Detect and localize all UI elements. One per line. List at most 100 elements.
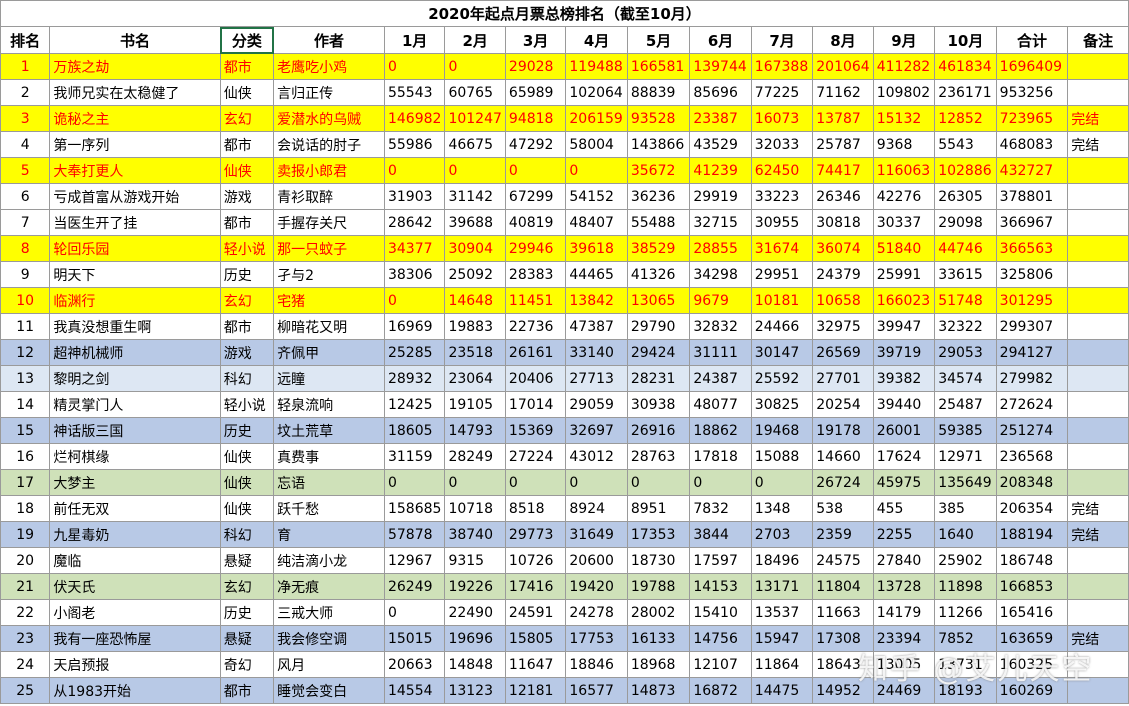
table-cell[interactable]: 14554	[383, 677, 446, 704]
table-cell[interactable]: 9315	[444, 547, 506, 574]
table-cell[interactable]: 伏天氏	[49, 573, 221, 600]
table-cell[interactable]: 我师兄实在太稳健了	[49, 79, 221, 106]
table-cell[interactable]: 19178	[812, 417, 874, 444]
table-cell[interactable]: 44746	[934, 235, 997, 262]
table-cell[interactable]	[1067, 547, 1129, 574]
table-cell[interactable]: 29790	[626, 313, 691, 340]
table-cell[interactable]: 24591	[504, 599, 567, 626]
table-cell[interactable]: 35672	[626, 157, 691, 184]
table-cell[interactable]: 15369	[504, 417, 567, 444]
table-cell[interactable]: 58004	[565, 131, 628, 158]
table-cell[interactable]: 11647	[504, 651, 567, 678]
table-cell[interactable]: 279982	[995, 365, 1069, 392]
table-cell[interactable]: 55488	[626, 209, 691, 236]
table-cell[interactable]: 4	[0, 131, 51, 158]
table-cell[interactable]: 手握存关尺	[273, 209, 385, 236]
table-cell[interactable]: 9	[0, 261, 51, 288]
table-cell[interactable]: 94818	[504, 105, 567, 132]
table-cell[interactable]: 166581	[626, 53, 691, 80]
table-cell[interactable]: 27224	[504, 443, 567, 470]
table-cell[interactable]: 22490	[444, 599, 506, 626]
table-cell[interactable]: 20600	[565, 547, 628, 574]
table-cell[interactable]: 25092	[444, 261, 506, 288]
table-cell[interactable]: 30825	[750, 391, 814, 418]
table-cell[interactable]: 325806	[995, 261, 1069, 288]
table-cell[interactable]: 0	[504, 469, 567, 496]
table-cell[interactable]: 轻小说	[219, 391, 275, 418]
table-cell[interactable]: 46675	[444, 131, 506, 158]
table-cell[interactable]: 17014	[504, 391, 567, 418]
table-cell[interactable]: 299307	[995, 313, 1069, 340]
table-cell[interactable]	[1067, 261, 1129, 288]
table-cell[interactable]: 15410	[689, 599, 752, 626]
table-cell[interactable]: 1696409	[995, 53, 1069, 80]
table-cell[interactable]: 三戒大师	[273, 599, 385, 626]
table-cell[interactable]: 真费事	[273, 443, 385, 470]
table-cell[interactable]: 5543	[934, 131, 997, 158]
table-cell[interactable]: 15088	[750, 443, 814, 470]
table-cell[interactable]: 135649	[934, 469, 997, 496]
table-cell[interactable]: 119488	[565, 53, 628, 80]
table-cell[interactable]: 25592	[750, 365, 814, 392]
table-cell[interactable]: 天启预报	[49, 651, 221, 678]
table-cell[interactable]: 51840	[872, 235, 936, 262]
table-cell[interactable]: 301295	[995, 287, 1069, 314]
column-header[interactable]: 3月	[504, 26, 567, 54]
table-cell[interactable]: 30147	[750, 339, 814, 366]
table-cell[interactable]: 28642	[383, 209, 446, 236]
table-cell[interactable]: 28231	[626, 365, 691, 392]
table-cell[interactable]: 26305	[934, 183, 997, 210]
table-cell[interactable]: 13537	[750, 599, 814, 626]
table-cell[interactable]: 14756	[689, 625, 752, 652]
table-cell[interactable]: 236568	[995, 443, 1069, 470]
table-cell[interactable]: 27701	[812, 365, 874, 392]
table-cell[interactable]: 30938	[626, 391, 691, 418]
table-cell[interactable]	[1067, 469, 1129, 496]
table-cell[interactable]: 27840	[872, 547, 936, 574]
table-cell[interactable]: 165416	[995, 599, 1069, 626]
table-cell[interactable]: 33615	[934, 261, 997, 288]
table-cell[interactable]: 0	[444, 53, 506, 80]
table-cell[interactable]: 47387	[565, 313, 628, 340]
table-cell[interactable]: 那一只蚊子	[273, 235, 385, 262]
table-cell[interactable]: 39719	[872, 339, 936, 366]
table-cell[interactable]: 前任无双	[49, 495, 221, 522]
table-cell[interactable]: 19883	[444, 313, 506, 340]
table-cell[interactable]: 爱潜水的乌贼	[273, 105, 385, 132]
table-cell[interactable]: 悬疑	[219, 625, 275, 652]
table-cell[interactable]: 10181	[750, 287, 814, 314]
table-cell[interactable]: 亏成首富从游戏开始	[49, 183, 221, 210]
table-cell[interactable]: 18643	[812, 651, 874, 678]
table-cell[interactable]: 26346	[812, 183, 874, 210]
table-cell[interactable]: 14660	[812, 443, 874, 470]
table-cell[interactable]: 16872	[689, 677, 752, 704]
table-cell[interactable]: 0	[750, 469, 814, 496]
table-cell[interactable]: 19226	[444, 573, 506, 600]
table-cell[interactable]: 41326	[626, 261, 691, 288]
table-cell[interactable]: 432727	[995, 157, 1069, 184]
table-cell[interactable]: 160325	[995, 651, 1069, 678]
table-cell[interactable]: 34377	[383, 235, 446, 262]
table-cell[interactable]: 188194	[995, 521, 1069, 548]
table-cell[interactable]: 38529	[626, 235, 691, 262]
table-cell[interactable]: 14873	[626, 677, 691, 704]
table-cell[interactable]: 科幻	[219, 521, 275, 548]
table-cell[interactable]: 坟土荒草	[273, 417, 385, 444]
table-cell[interactable]: 轮回乐园	[49, 235, 221, 262]
table-cell[interactable]: 18862	[689, 417, 752, 444]
table-cell[interactable]: 奇幻	[219, 651, 275, 678]
table-cell[interactable]: 36074	[812, 235, 874, 262]
table-cell[interactable]: 461834	[934, 53, 997, 80]
table-cell[interactable]: 仙侠	[219, 443, 275, 470]
table-cell[interactable]: 完结	[1067, 131, 1129, 158]
table-cell[interactable]: 11451	[504, 287, 567, 314]
table-cell[interactable]: 538	[812, 495, 874, 522]
table-cell[interactable]: 39688	[444, 209, 506, 236]
table-cell[interactable]: 历史	[219, 417, 275, 444]
table-cell[interactable]: 言归正传	[273, 79, 385, 106]
table-cell[interactable]: 14952	[812, 677, 874, 704]
table-cell[interactable]: 101247	[444, 105, 506, 132]
table-cell[interactable]: 11864	[750, 651, 814, 678]
table-cell[interactable]: 仙侠	[219, 469, 275, 496]
table-cell[interactable]: 九星毒奶	[49, 521, 221, 548]
